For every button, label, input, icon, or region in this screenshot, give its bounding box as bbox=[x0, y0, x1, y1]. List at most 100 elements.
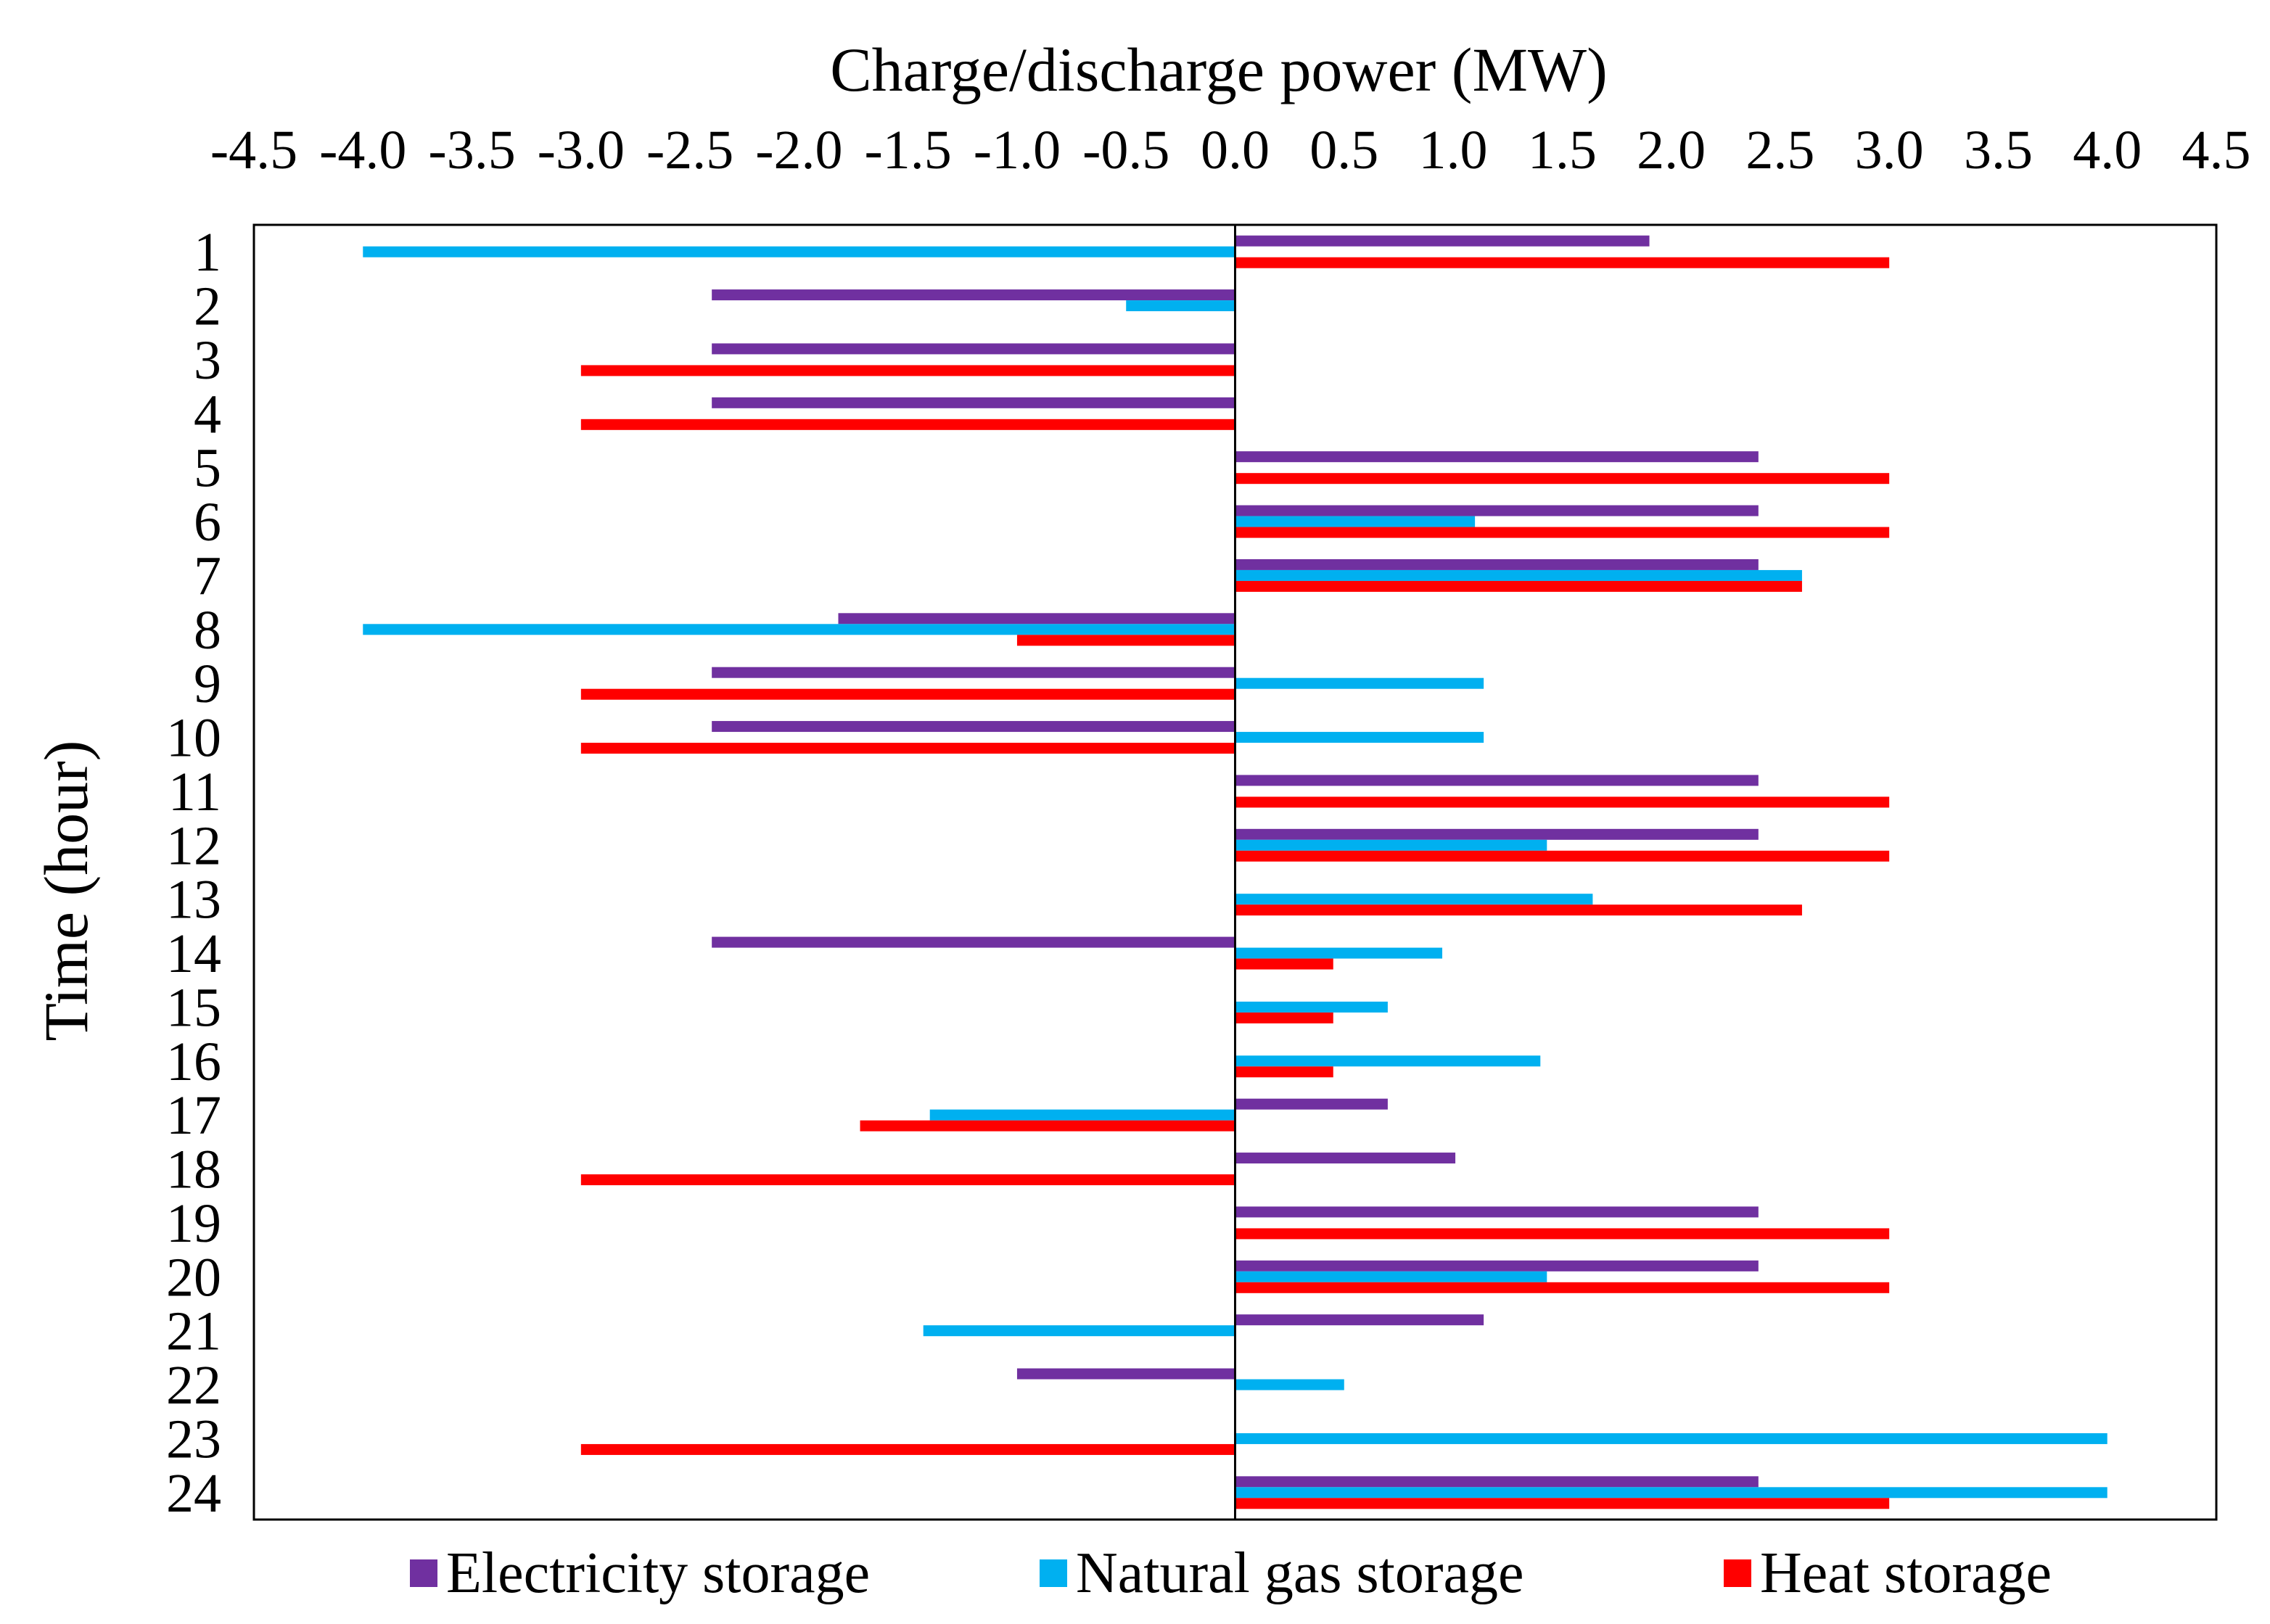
bar-natural-gas-storage-hour-21 bbox=[923, 1325, 1235, 1337]
legend-label-electricity-storage: Electricity storage bbox=[446, 1541, 870, 1605]
legend-label-natural-gas-storage: Natural gas storage bbox=[1076, 1541, 1524, 1605]
x-tick-label: -2.5 bbox=[646, 120, 733, 181]
x-tick-label: -1.0 bbox=[974, 120, 1061, 181]
bar-electricity-storage-hour-5 bbox=[1235, 451, 1759, 463]
bar-electricity-storage-hour-7 bbox=[1235, 558, 1759, 570]
bar-electricity-storage-hour-18 bbox=[1235, 1153, 1456, 1164]
bar-heat-storage-hour-13 bbox=[1235, 904, 1802, 916]
x-tick-label: -0.5 bbox=[1082, 120, 1169, 181]
bar-electricity-storage-hour-8 bbox=[838, 613, 1235, 625]
bar-heat-storage-hour-7 bbox=[1235, 580, 1802, 592]
x-tick-label: -4.5 bbox=[210, 120, 297, 181]
bar-heat-storage-hour-19 bbox=[1235, 1228, 1890, 1240]
bar-electricity-storage-hour-21 bbox=[1235, 1314, 1484, 1326]
x-tick-label: 4.5 bbox=[2182, 120, 2251, 181]
x-tick-label: 4.0 bbox=[2073, 120, 2142, 181]
bar-electricity-storage-hour-22 bbox=[1016, 1368, 1235, 1380]
x-axis-title: Charge/discharge power (MW) bbox=[830, 35, 1607, 104]
bar-natural-gas-storage-hour-12 bbox=[1235, 839, 1547, 851]
y-tick-label: 6 bbox=[194, 492, 221, 553]
bar-natural-gas-storage-hour-1 bbox=[363, 246, 1235, 257]
y-tick-label: 12 bbox=[166, 815, 221, 876]
x-tick-label: -3.0 bbox=[538, 120, 625, 181]
bar-natural-gas-storage-hour-7 bbox=[1235, 569, 1802, 581]
bar-natural-gas-storage-hour-2 bbox=[1126, 300, 1235, 312]
bar-heat-storage-hour-11 bbox=[1235, 796, 1890, 808]
bar-natural-gas-storage-hour-10 bbox=[1235, 732, 1484, 743]
y-tick-label: 16 bbox=[166, 1031, 221, 1092]
x-tick-label: 3.0 bbox=[1855, 120, 1924, 181]
bar-electricity-storage-hour-1 bbox=[1235, 235, 1650, 247]
bar-electricity-storage-hour-10 bbox=[712, 721, 1235, 733]
bar-heat-storage-hour-20 bbox=[1235, 1282, 1890, 1293]
bar-heat-storage-hour-23 bbox=[580, 1443, 1235, 1455]
x-tick-label: -3.5 bbox=[428, 120, 515, 181]
y-tick-label: 8 bbox=[194, 600, 221, 661]
bar-heat-storage-hour-16 bbox=[1235, 1066, 1333, 1078]
x-tick-label: 2.0 bbox=[1637, 120, 1706, 181]
bar-heat-storage-hour-10 bbox=[580, 743, 1235, 754]
bar-heat-storage-hour-5 bbox=[1235, 473, 1890, 485]
bar-natural-gas-storage-hour-22 bbox=[1235, 1379, 1344, 1390]
bar-electricity-storage-hour-6 bbox=[1235, 505, 1759, 516]
bar-heat-storage-hour-17 bbox=[860, 1120, 1235, 1132]
bar-heat-storage-hour-14 bbox=[1235, 958, 1333, 970]
bar-electricity-storage-hour-24 bbox=[1235, 1476, 1759, 1488]
y-tick-label: 14 bbox=[166, 923, 221, 984]
bar-heat-storage-hour-12 bbox=[1235, 850, 1890, 862]
bar-heat-storage-hour-18 bbox=[580, 1174, 1235, 1186]
x-tick-label: 1.0 bbox=[1419, 120, 1488, 181]
y-tick-label: 22 bbox=[166, 1355, 221, 1416]
bar-natural-gas-storage-hour-14 bbox=[1235, 947, 1443, 959]
bar-natural-gas-storage-hour-17 bbox=[929, 1109, 1235, 1121]
x-tick-label: 3.5 bbox=[1964, 120, 2033, 181]
bar-natural-gas-storage-hour-23 bbox=[1235, 1433, 2107, 1444]
y-tick-label: 5 bbox=[194, 438, 221, 499]
x-tick-label: -1.5 bbox=[865, 120, 952, 181]
y-axis-title: Time (hour) bbox=[31, 741, 101, 1042]
bar-natural-gas-storage-hour-6 bbox=[1235, 516, 1476, 527]
y-tick-label: 1 bbox=[194, 222, 221, 283]
x-tick-label: 2.5 bbox=[1745, 120, 1814, 181]
bar-natural-gas-storage-hour-15 bbox=[1235, 1001, 1388, 1013]
x-axis-ticks: -4.5 -4.0 -3.5 -3.0 -2.5 -2.0 -1.5 -1.0 -0.5 0.0 0… bbox=[210, 120, 2251, 181]
y-tick-label: 21 bbox=[166, 1301, 221, 1362]
bar-heat-storage-hour-4 bbox=[580, 419, 1235, 430]
x-tick-label: -4.0 bbox=[319, 120, 406, 181]
bar-electricity-storage-hour-19 bbox=[1235, 1206, 1759, 1218]
bar-electricity-storage-hour-11 bbox=[1235, 775, 1759, 786]
bar-electricity-storage-hour-2 bbox=[712, 289, 1235, 301]
bars bbox=[363, 235, 2107, 1509]
bar-natural-gas-storage-hour-8 bbox=[363, 624, 1235, 635]
bar-heat-storage-hour-8 bbox=[1016, 635, 1235, 646]
legend-swatch-natural-gas-storage bbox=[1040, 1559, 1067, 1587]
y-tick-label: 15 bbox=[166, 977, 221, 1038]
bar-heat-storage-hour-24 bbox=[1235, 1498, 1890, 1509]
bar-natural-gas-storage-hour-24 bbox=[1235, 1487, 2107, 1499]
x-tick-label: 0.5 bbox=[1309, 120, 1378, 181]
bar-electricity-storage-hour-14 bbox=[712, 936, 1235, 948]
y-tick-label: 3 bbox=[194, 330, 221, 391]
y-tick-label: 17 bbox=[166, 1085, 221, 1146]
bar-natural-gas-storage-hour-9 bbox=[1235, 677, 1484, 689]
y-tick-label: 19 bbox=[166, 1193, 221, 1254]
bar-natural-gas-storage-hour-20 bbox=[1235, 1271, 1547, 1282]
bar-electricity-storage-hour-4 bbox=[712, 397, 1235, 408]
y-tick-label: 4 bbox=[194, 384, 221, 445]
bar-electricity-storage-hour-12 bbox=[1235, 828, 1759, 840]
y-tick-label: 23 bbox=[166, 1409, 221, 1470]
y-tick-label: 10 bbox=[166, 708, 221, 769]
bar-electricity-storage-hour-17 bbox=[1235, 1098, 1388, 1110]
legend-label-heat-storage: Heat storage bbox=[1760, 1541, 2052, 1605]
y-tick-label: 24 bbox=[166, 1463, 221, 1524]
x-tick-label: -2.0 bbox=[755, 120, 842, 181]
bar-natural-gas-storage-hour-13 bbox=[1235, 894, 1593, 905]
y-tick-label: 2 bbox=[194, 276, 221, 337]
bar-heat-storage-hour-15 bbox=[1235, 1012, 1333, 1023]
y-tick-label: 20 bbox=[166, 1247, 221, 1308]
bar-heat-storage-hour-3 bbox=[580, 365, 1235, 376]
legend: Electricity storage Natural gas storage He… bbox=[410, 1541, 2052, 1605]
